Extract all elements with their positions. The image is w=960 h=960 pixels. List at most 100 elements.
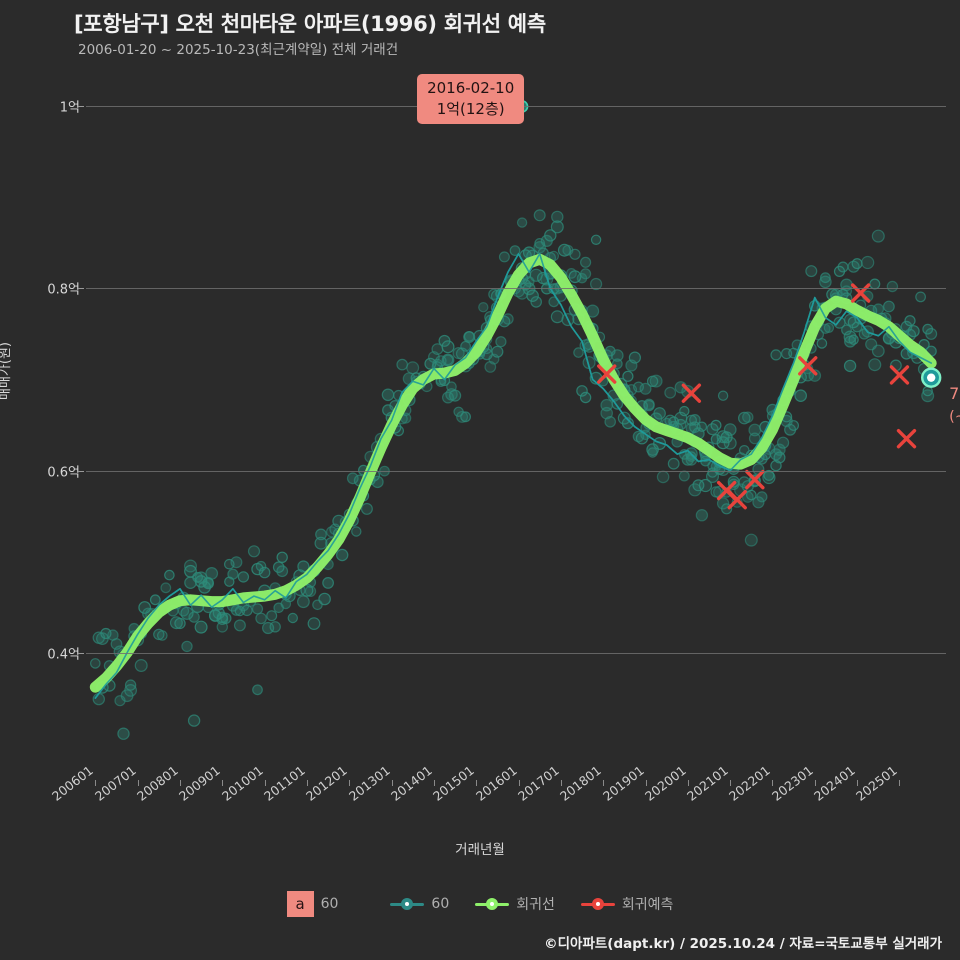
x-tick-mark [730, 780, 732, 786]
scatter-point [717, 390, 729, 401]
prediction-markers [597, 283, 917, 510]
scatter-point [649, 374, 663, 388]
y-tick-label: 0.8억 [47, 282, 80, 298]
x-tick-mark [857, 780, 859, 786]
chart-canvas [89, 100, 942, 740]
scatter-point [576, 385, 588, 397]
scatter-point [526, 289, 539, 302]
prediction-x-marker [597, 364, 617, 384]
scatter-point [843, 359, 857, 373]
scatter-point [396, 358, 408, 371]
scatter-point [336, 548, 349, 562]
scatter-point [869, 278, 881, 290]
x-tick-mark [391, 780, 393, 786]
scatter-point [820, 272, 831, 284]
scatter-point [441, 353, 455, 367]
scatter-point [643, 399, 655, 412]
scatter-point [653, 407, 666, 420]
scatter-point [848, 334, 859, 345]
scatter-point [269, 621, 281, 633]
scatter-point [788, 420, 799, 431]
prediction-x-marker [745, 469, 765, 490]
scatter-point [442, 354, 454, 366]
scatter-point [153, 628, 165, 641]
scatter-point [495, 336, 507, 348]
scatter-point [149, 594, 161, 606]
regression-line [89, 253, 937, 693]
scatter-point [621, 417, 634, 430]
scatter-point [590, 277, 603, 291]
scatter-point [770, 349, 782, 361]
scatter-point [580, 256, 592, 268]
end-area: (~60㎡) [949, 409, 960, 426]
scatter-point [530, 296, 542, 308]
legend-item-3[interactable]: 회귀예측 [580, 894, 674, 914]
scatter-point [502, 313, 514, 325]
scatter-point [762, 470, 776, 485]
x-tick-mark [560, 780, 562, 786]
x-tick-mark [645, 780, 647, 786]
scatter-point [656, 470, 670, 484]
y-tick-mark [78, 652, 84, 654]
scatter-point [180, 606, 194, 620]
scatter-point [667, 457, 680, 470]
scatter-point [224, 558, 235, 570]
x-tick-mark [518, 780, 520, 786]
scatter-point [794, 389, 807, 402]
scatter-point [322, 577, 335, 589]
scatter-point [314, 536, 328, 550]
x-tick-mark [476, 780, 478, 786]
scatter-point [169, 616, 183, 630]
scatter-point [533, 209, 546, 222]
scatter-point [610, 349, 624, 362]
scatter-point [871, 229, 885, 243]
prediction-x-marker [681, 383, 702, 403]
x-tick-mark [222, 780, 224, 786]
scatter-point [678, 470, 690, 482]
legend-item-1[interactable]: 60 [390, 896, 449, 912]
scatter-point [695, 509, 709, 522]
annotation-date: 2016-02-10 [427, 79, 515, 98]
scatter-point [710, 433, 722, 445]
x-tick-mark [306, 780, 308, 786]
scatter-point [491, 345, 504, 358]
y-axis-labels: 1억 0.8억 0.6억 0.4억 [0, 70, 84, 780]
scatter-point [233, 619, 246, 632]
scatter-point [737, 411, 751, 425]
footer-credit: ©디아파트(dapt.kr) / 2025.10.24 / 자료=국토교통부 실… [544, 936, 942, 952]
scatter-point [907, 325, 920, 338]
scatter-point [716, 497, 730, 510]
actual-price-line-overlay [94, 253, 932, 699]
scatter-point [600, 398, 613, 412]
scatter-point [346, 472, 359, 485]
scatter-point [117, 727, 130, 740]
legend-badge-a[interactable]: a [286, 891, 314, 917]
legend-item-badge[interactable]: a 60 [286, 891, 339, 917]
scatter-point [304, 585, 317, 598]
legend-item-2[interactable]: 회귀선 [475, 894, 555, 914]
scatter-point [509, 245, 521, 257]
prediction-x-marker [889, 365, 910, 385]
scatter-point [745, 489, 757, 501]
scatter-point [220, 612, 232, 625]
scatter-point [756, 491, 768, 503]
scatter-point [551, 210, 564, 224]
chart-legend: a 60 60 회귀선 회귀예측 [0, 888, 960, 920]
scatter-point [851, 258, 863, 270]
scatter-point [805, 265, 818, 278]
legend-label: 회귀예측 [621, 897, 674, 913]
scatter-point [205, 567, 219, 580]
scatter-point [679, 405, 690, 417]
scatter-point [639, 382, 652, 395]
x-axis-title: 거래년월 [455, 842, 505, 858]
scatter-point [276, 565, 289, 578]
scatter-point [463, 331, 475, 342]
chart-subtitle: 2006-01-20 ~ 2025-10-23(최근계약일) 전체 거래건 [78, 42, 399, 58]
legend-badge-label: 60 [320, 896, 339, 912]
y-axis-title: 매매가(원) [0, 342, 13, 400]
scatter-point [883, 300, 895, 313]
x-tick-mark [264, 780, 266, 786]
scatter-point [573, 347, 584, 358]
scatter-point [823, 322, 835, 333]
scatter-point [557, 243, 571, 257]
